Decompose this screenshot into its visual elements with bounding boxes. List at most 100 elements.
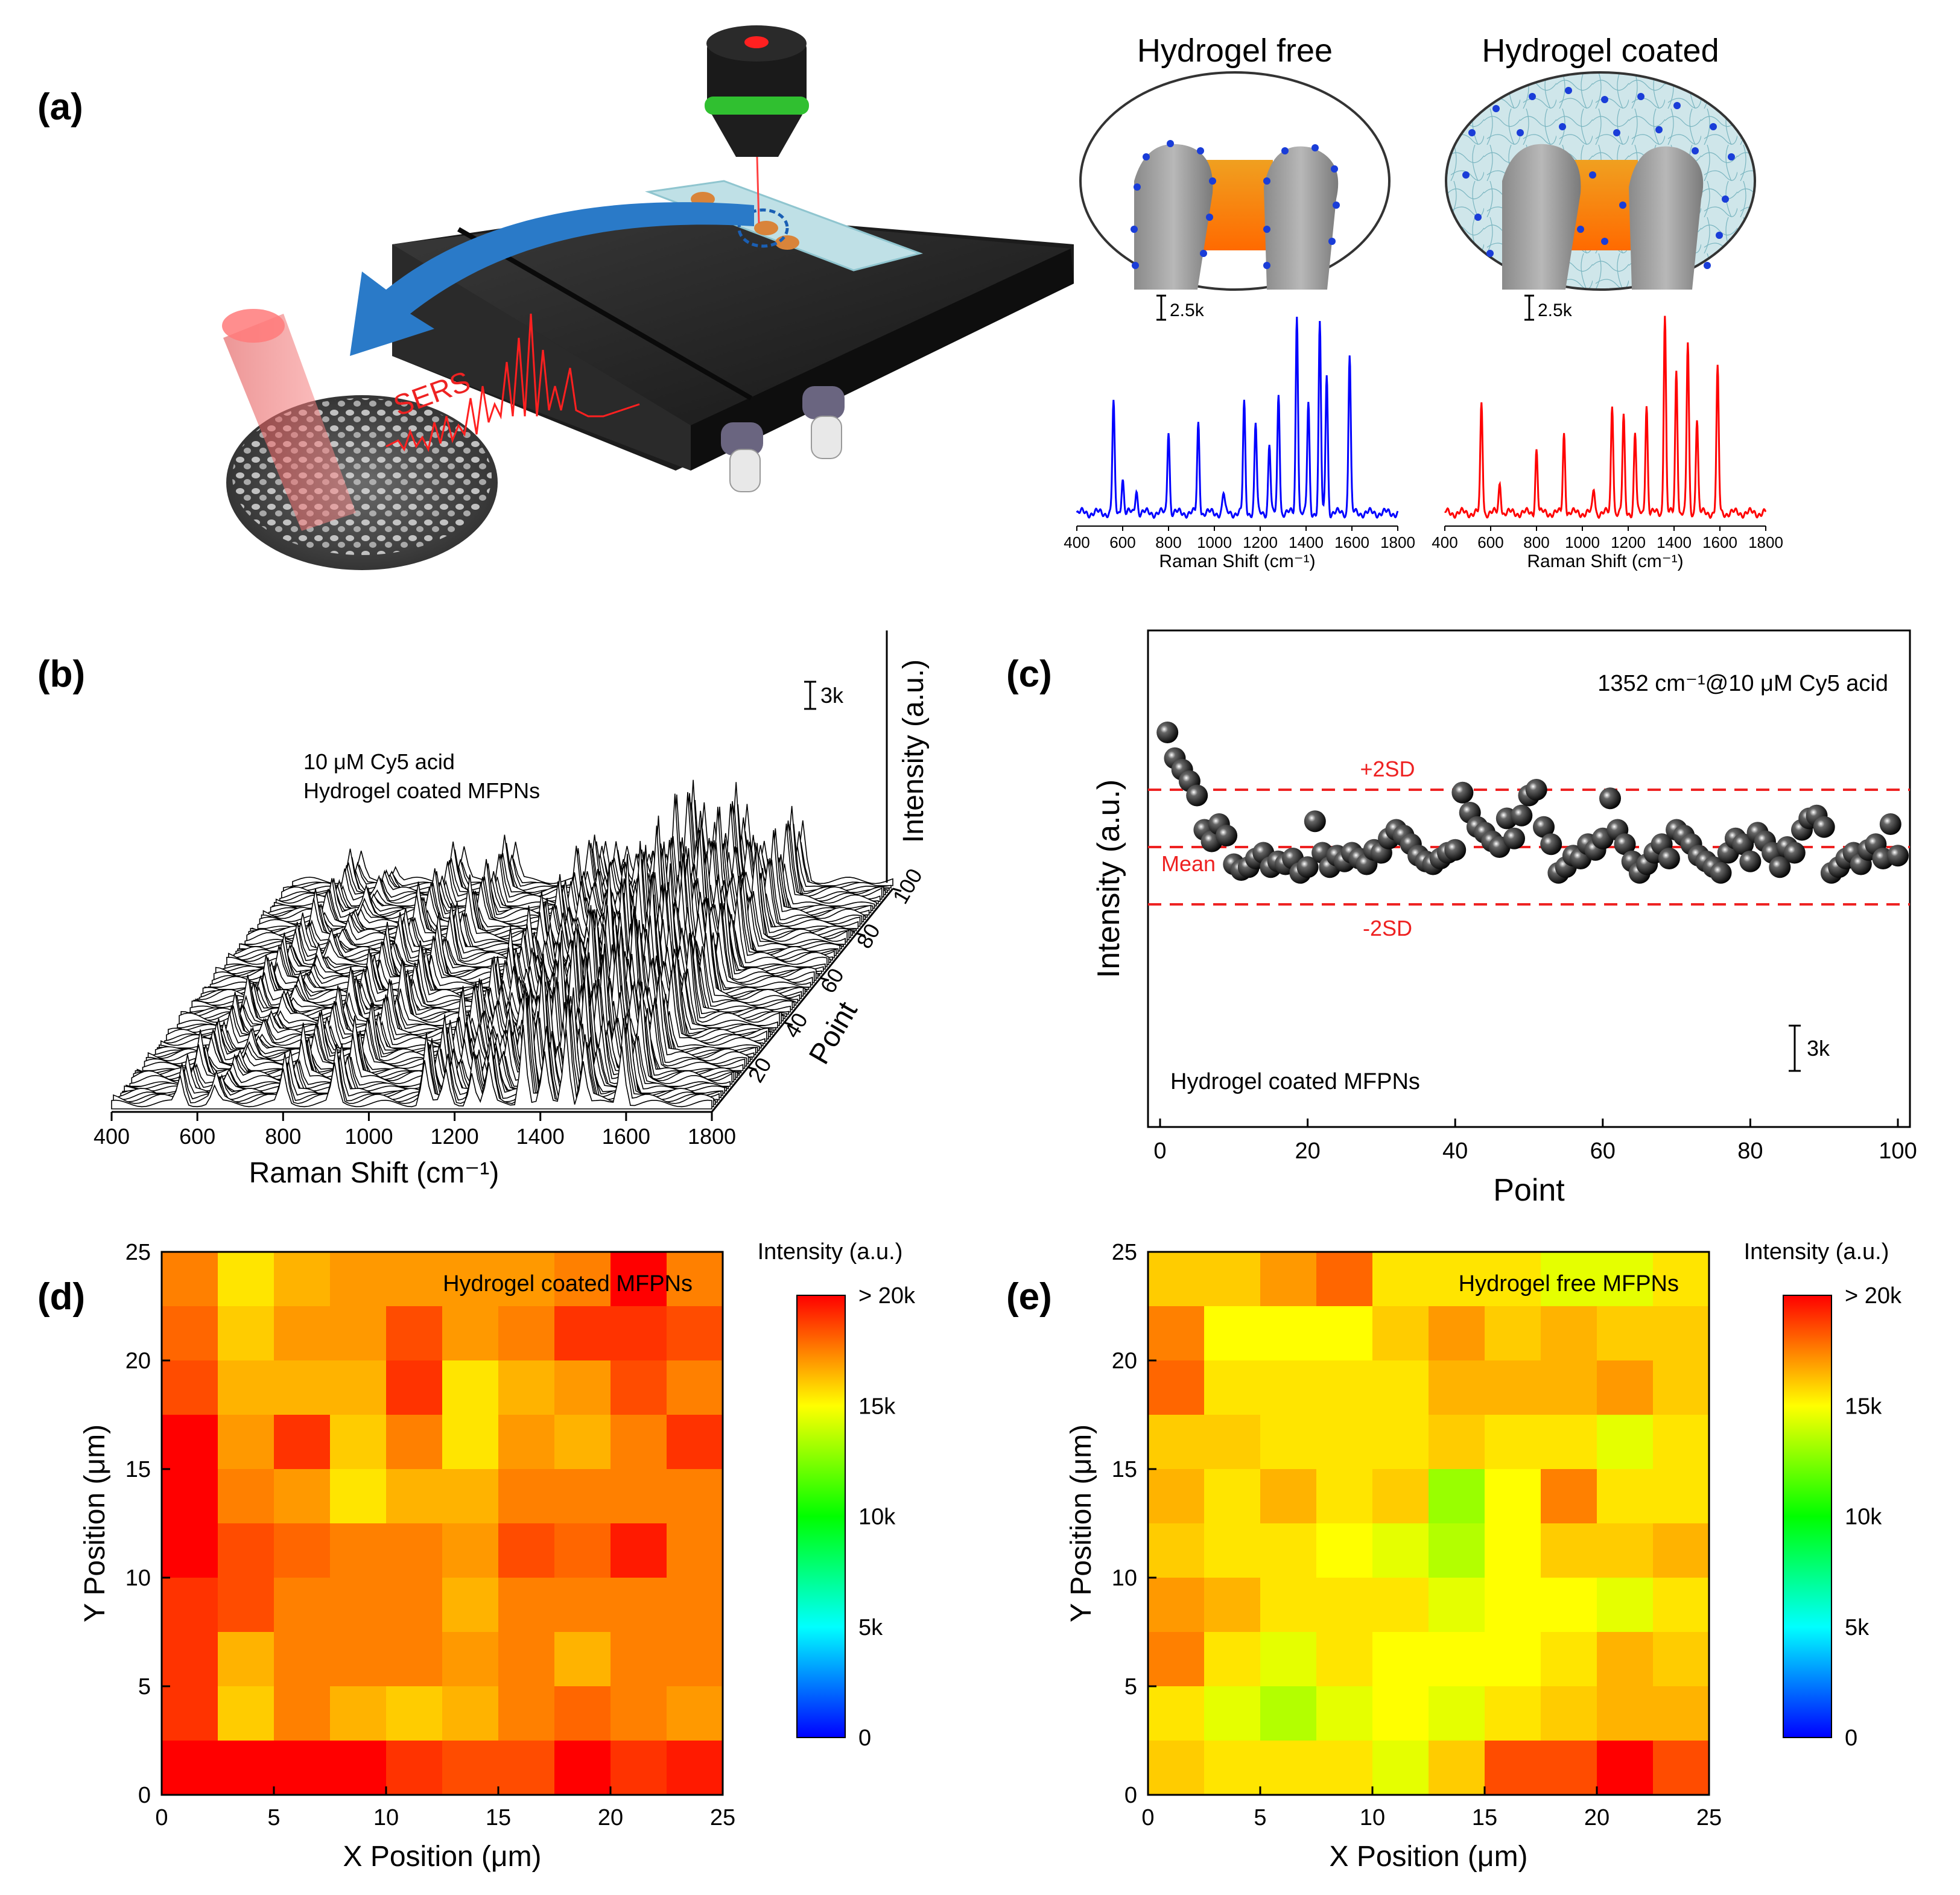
x-tick-label: 80 bbox=[1737, 1138, 1763, 1164]
heatmap-cell bbox=[162, 1632, 218, 1687]
heatmap-cell bbox=[1204, 1469, 1261, 1524]
heatmap-cell bbox=[554, 1360, 611, 1415]
x-tick-label: 1600 bbox=[1334, 533, 1369, 551]
heatmap-cell bbox=[1653, 1578, 1710, 1633]
hydrogel-coated-title: Hydrogel coated bbox=[1482, 33, 1719, 69]
x-tick-label: 400 bbox=[1432, 533, 1457, 551]
colorbar bbox=[1783, 1295, 1832, 1738]
heatmap-cell bbox=[1597, 1469, 1654, 1524]
heatmap-cell bbox=[1148, 1686, 1205, 1741]
heatmap-cell bbox=[498, 1741, 555, 1795]
heatmap-cell bbox=[330, 1741, 387, 1795]
heatmap-cell bbox=[1204, 1415, 1261, 1470]
data-point bbox=[1739, 850, 1762, 872]
heatmap-cell bbox=[1372, 1686, 1429, 1741]
heatmap-cell bbox=[1597, 1741, 1654, 1795]
heatmap-cell bbox=[667, 1469, 723, 1524]
y-tick-label: 10 bbox=[125, 1566, 151, 1591]
waterfall-plot: 400 600 800 1000 1200 1400 1600 1800 Raman Shift… bbox=[94, 630, 930, 1189]
heatmap-cell bbox=[611, 1415, 667, 1470]
heatmap-cell bbox=[1541, 1578, 1597, 1633]
heatmap-cell bbox=[1316, 1686, 1373, 1741]
heatmap-cell bbox=[386, 1415, 443, 1470]
data-point bbox=[1540, 833, 1562, 855]
heatmap-cell bbox=[1541, 1415, 1597, 1470]
x-tick-label: 100 bbox=[1879, 1138, 1917, 1164]
heatmap-cell bbox=[1316, 1306, 1373, 1361]
heatmap-cell bbox=[611, 1741, 667, 1795]
x-tick-label: 800 bbox=[265, 1124, 301, 1149]
heatmap-cell bbox=[1597, 1523, 1654, 1578]
heatmap-cell bbox=[1372, 1360, 1429, 1415]
heatmap-cell bbox=[330, 1686, 387, 1741]
heatmap-cell bbox=[498, 1632, 555, 1687]
x-tick-label: 25 bbox=[710, 1805, 735, 1830]
heatmap-cell bbox=[1429, 1686, 1485, 1741]
heatmap-cell bbox=[1541, 1523, 1597, 1578]
heatmap-cell bbox=[498, 1469, 555, 1524]
data-point bbox=[1813, 816, 1835, 838]
y-tick-label: 0 bbox=[1124, 1783, 1137, 1808]
heatmap-cell bbox=[667, 1523, 723, 1578]
x-axis-label: Point bbox=[1493, 1173, 1565, 1208]
data-point bbox=[1216, 825, 1238, 846]
x-tick-label: 5 bbox=[1254, 1805, 1266, 1830]
panel-d: (d) Hydrogel coated MFPNs005510101515202… bbox=[37, 1239, 916, 1873]
laser-beam bbox=[223, 314, 356, 531]
heatmap-cell bbox=[1148, 1360, 1205, 1415]
scatter-plot: +2SD Mean -2SD 0 20 40 60 80 100 Point Intensity (… bbox=[1091, 629, 1917, 1208]
data-point bbox=[1156, 722, 1179, 743]
heatmap-cell bbox=[1653, 1469, 1710, 1524]
heatmap-cell bbox=[1541, 1252, 1597, 1307]
heatmap-cell bbox=[1316, 1632, 1373, 1687]
x-tick-label: 0 bbox=[1153, 1138, 1166, 1164]
data-point bbox=[1732, 833, 1754, 855]
heatmap-cell bbox=[1372, 1523, 1429, 1578]
heatmap-cell bbox=[386, 1578, 443, 1633]
heatmap-cell bbox=[1485, 1686, 1541, 1741]
x-tick-label: 1400 bbox=[516, 1124, 565, 1149]
x-axis-label: X Position (μm) bbox=[343, 1841, 541, 1873]
heatmap-cell bbox=[1485, 1306, 1541, 1361]
heatmap-cell bbox=[274, 1252, 331, 1307]
heatmap-cell bbox=[667, 1686, 723, 1741]
hydrogel-free-inset: Hydrogel free bbox=[1079, 33, 1391, 291]
heatmap-cell bbox=[386, 1523, 443, 1578]
z-tick bbox=[820, 977, 829, 982]
x-tick-label: 20 bbox=[598, 1805, 623, 1830]
heatmap-cell bbox=[1541, 1306, 1597, 1361]
z-tick bbox=[892, 887, 902, 892]
data-point bbox=[1451, 781, 1474, 804]
spectrum-line bbox=[1444, 316, 1767, 519]
panel-c-title: 1352 cm⁻¹@10 μM Cy5 acid bbox=[1597, 671, 1888, 696]
data-point bbox=[1614, 833, 1636, 855]
x-tick-label: 10 bbox=[1360, 1805, 1385, 1830]
scale-bar-text: 2.5k bbox=[1538, 300, 1573, 320]
x-tick-label: 15 bbox=[486, 1805, 511, 1830]
colorbar-tick-label: 0 bbox=[858, 1725, 871, 1751]
colorbar-tick-label: > 20k bbox=[858, 1283, 916, 1309]
heatmap-cell bbox=[498, 1415, 555, 1470]
heatmap-cell bbox=[330, 1360, 387, 1415]
heatmap-cell bbox=[1148, 1632, 1205, 1687]
heatmap-cell bbox=[442, 1741, 499, 1795]
heatmap-cell bbox=[1653, 1306, 1710, 1361]
panel-b-scale-text: 3k bbox=[820, 683, 844, 708]
heatmap-cell bbox=[1372, 1632, 1429, 1687]
heatmap-cell bbox=[274, 1415, 331, 1470]
focus-circle bbox=[737, 208, 789, 248]
heatmap-cell bbox=[1148, 1523, 1205, 1578]
heatmap-cell bbox=[667, 1632, 723, 1687]
colorbar-tick-label: 5k bbox=[858, 1615, 883, 1640]
colorbar-tick-label: 0 bbox=[1845, 1725, 1857, 1751]
heatmap-cell bbox=[442, 1252, 499, 1307]
heatmap-cell bbox=[1316, 1578, 1373, 1633]
panel-b-annotation-1: 10 μM Cy5 acid bbox=[303, 749, 455, 774]
colorbar-tick-label: 10k bbox=[1845, 1505, 1882, 1530]
heatmap-cell bbox=[218, 1632, 274, 1687]
heatmap-cell bbox=[1260, 1578, 1317, 1633]
heatmap-cell bbox=[1429, 1632, 1485, 1687]
x-tick-label: 1000 bbox=[1565, 533, 1600, 551]
y-axis-label: Intensity (a.u.) bbox=[898, 659, 930, 843]
heatmap-cell bbox=[1148, 1741, 1205, 1795]
